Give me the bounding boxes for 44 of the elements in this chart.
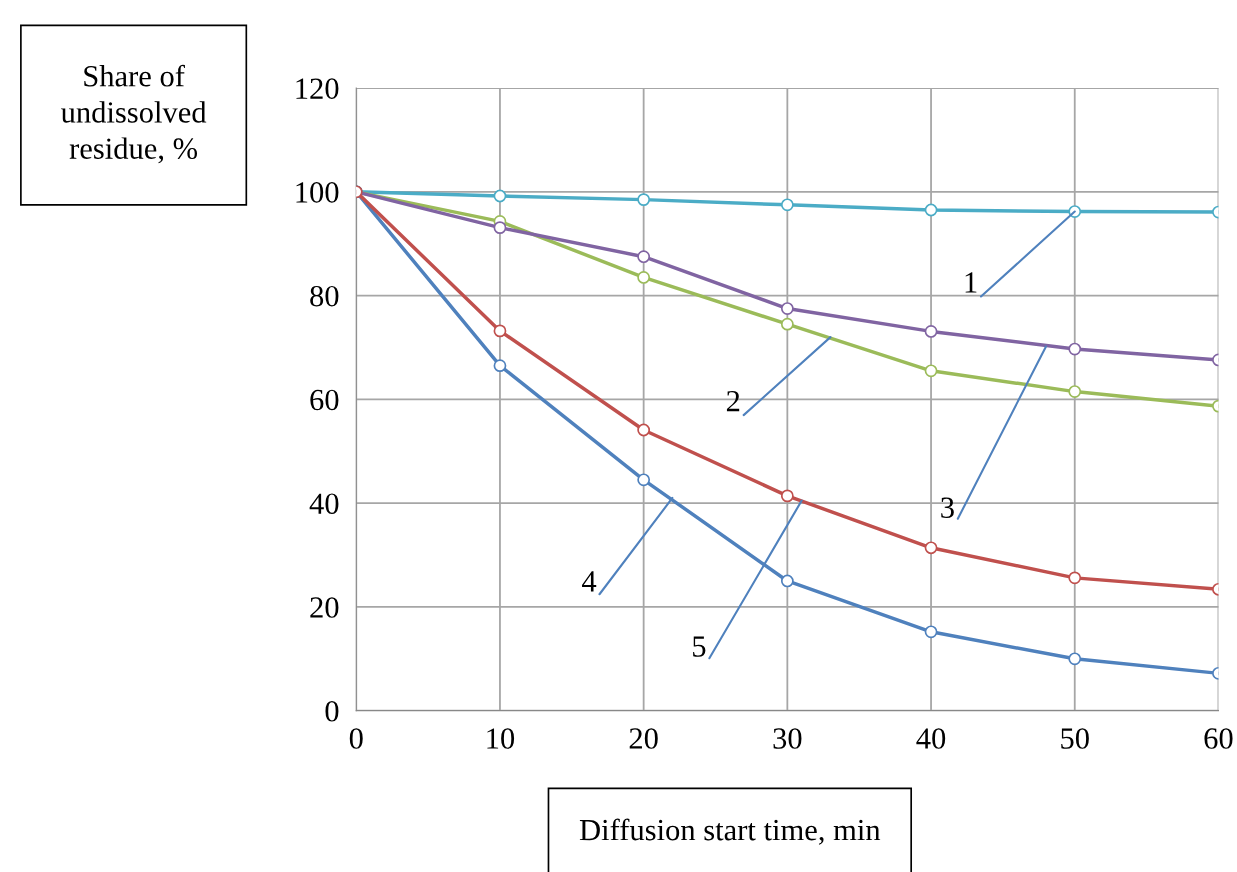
y-tick-label: 60 bbox=[310, 389, 339, 411]
annotation: 4 bbox=[582, 571, 597, 592]
y-tick-label: 80 bbox=[310, 285, 339, 307]
point bbox=[637, 193, 651, 207]
x-tick-label: 60 bbox=[1204, 728, 1233, 749]
x-tick-label: 20 bbox=[629, 728, 658, 749]
y-axis-title: Share of undissolved residue, % bbox=[61, 64, 207, 164]
point bbox=[1068, 342, 1082, 356]
point bbox=[924, 203, 938, 217]
point bbox=[780, 489, 794, 503]
point bbox=[637, 250, 651, 264]
point bbox=[1068, 571, 1082, 585]
point bbox=[637, 423, 651, 437]
x-tick-label: 10 bbox=[487, 728, 515, 749]
point bbox=[637, 271, 651, 284]
point bbox=[780, 198, 794, 212]
point bbox=[780, 302, 794, 315]
y-tick-label: 0 bbox=[325, 700, 339, 722]
point bbox=[780, 317, 794, 331]
point bbox=[780, 574, 794, 588]
annotation: 3 bbox=[941, 497, 954, 518]
y-tick-label: 120 bbox=[296, 78, 339, 99]
annotation: 5 bbox=[693, 636, 706, 657]
point bbox=[924, 625, 938, 639]
annotation: 1 bbox=[965, 272, 977, 293]
x-axis-title: Diffusion start time, min bbox=[579, 818, 881, 845]
x-tick-label: 50 bbox=[1061, 728, 1089, 749]
x-tick-label: 40 bbox=[916, 728, 946, 749]
point bbox=[493, 189, 507, 203]
point bbox=[924, 325, 938, 338]
x-tick-label: 0 bbox=[349, 728, 363, 749]
point bbox=[1068, 385, 1082, 398]
point bbox=[493, 359, 507, 373]
point bbox=[924, 364, 938, 378]
x-tick-label: 30 bbox=[773, 728, 802, 749]
y-tick-label: 100 bbox=[296, 182, 339, 203]
point bbox=[1068, 652, 1082, 666]
y-tick-label: 40 bbox=[309, 493, 339, 515]
annotation: 2 bbox=[726, 390, 740, 412]
y-tick-label: 20 bbox=[310, 597, 339, 618]
point bbox=[637, 473, 651, 487]
point bbox=[493, 221, 507, 235]
point bbox=[493, 324, 507, 338]
point bbox=[924, 541, 938, 555]
